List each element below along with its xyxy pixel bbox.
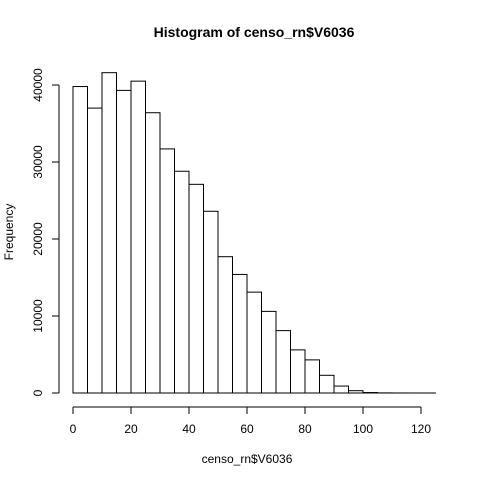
y-tick-label: 30000 xyxy=(31,145,45,179)
x-tick-label: 60 xyxy=(240,422,254,436)
histogram-bar xyxy=(88,108,103,393)
y-tick-label: 40000 xyxy=(31,68,45,102)
x-axis-label: censo_rn$V6036 xyxy=(202,452,293,466)
histogram-bar xyxy=(175,171,190,393)
histogram-bar xyxy=(276,331,291,393)
histogram-bar xyxy=(189,184,204,393)
x-tick-label: 80 xyxy=(298,422,312,436)
histogram-bar xyxy=(291,350,306,393)
histogram-bar xyxy=(160,149,175,393)
y-axis-label: Frequency xyxy=(2,204,16,261)
y-tick-label: 10000 xyxy=(31,299,45,333)
histogram-bar xyxy=(218,257,233,393)
histogram-bar xyxy=(117,90,132,393)
chart-title: Histogram of censo_rn$V6036 xyxy=(154,24,355,40)
histogram-bar xyxy=(334,386,349,393)
histogram-bar xyxy=(204,211,219,393)
histogram-bar xyxy=(131,81,146,393)
y-tick-label: 0 xyxy=(31,389,45,396)
histogram-bar xyxy=(247,292,262,393)
histogram-bar xyxy=(349,391,364,393)
x-tick-label: 40 xyxy=(182,422,196,436)
histogram-bar xyxy=(73,87,88,393)
x-tick-label: 100 xyxy=(353,422,373,436)
histogram-bar xyxy=(233,274,248,393)
x-tick-label: 0 xyxy=(70,422,77,436)
histogram-bar xyxy=(262,311,277,393)
x-tick-label: 20 xyxy=(124,422,138,436)
x-tick-label: 120 xyxy=(411,422,431,436)
y-tick-label: 20000 xyxy=(31,222,45,256)
histogram-bar xyxy=(320,375,335,393)
histogram-bar xyxy=(146,113,161,393)
histogram-bar xyxy=(305,360,320,393)
histogram-bar xyxy=(102,73,117,393)
